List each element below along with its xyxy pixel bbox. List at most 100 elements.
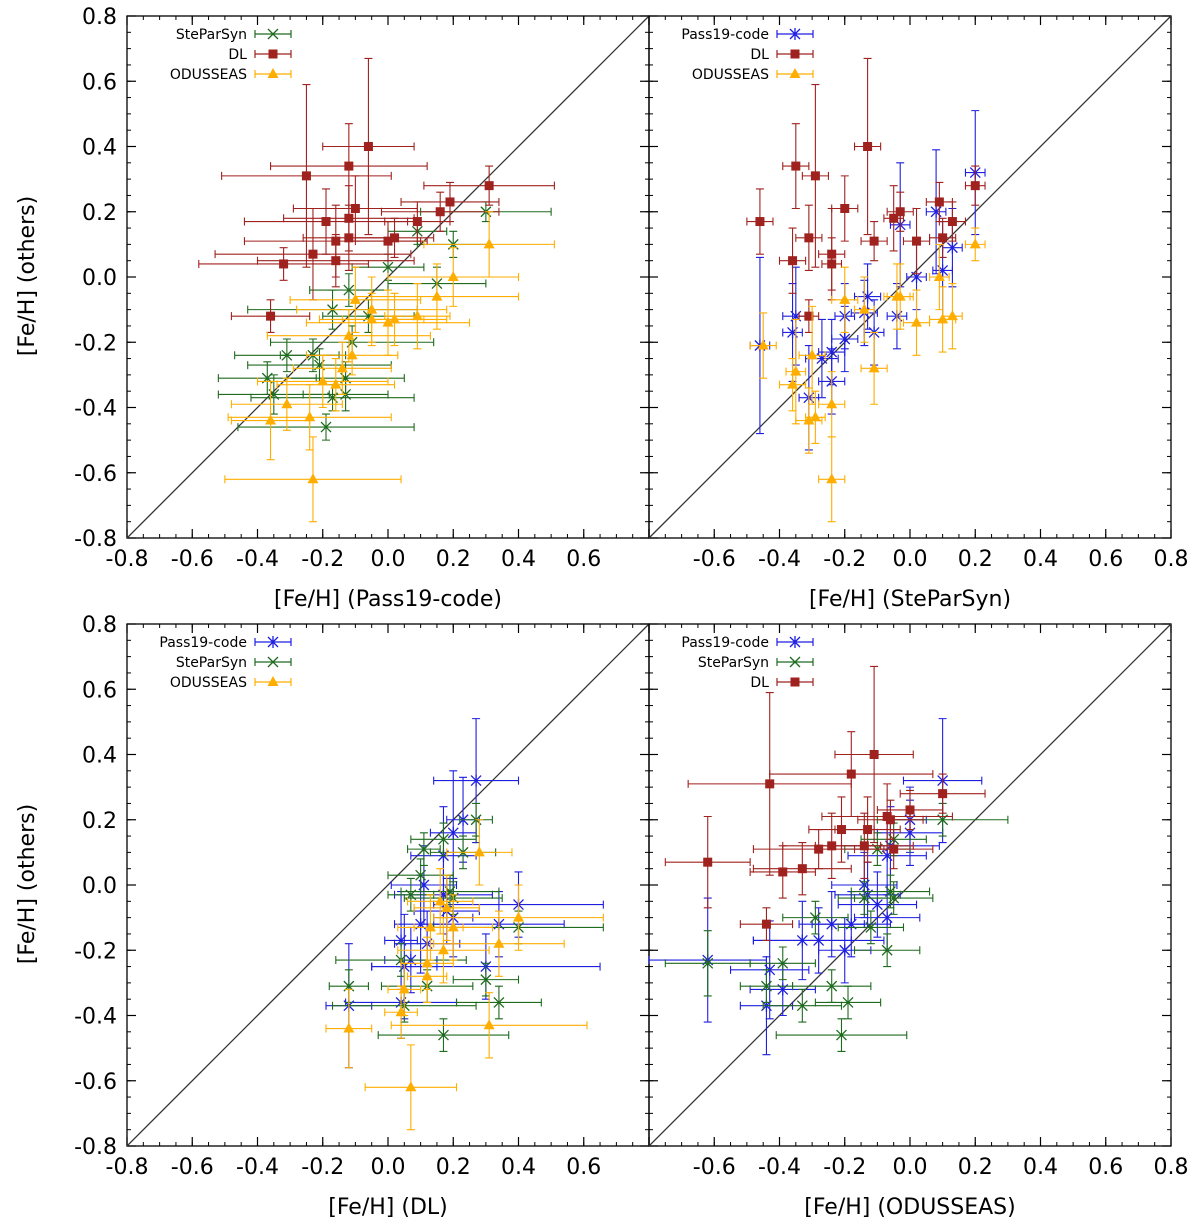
data-point	[330, 378, 342, 389]
data-point	[970, 181, 980, 191]
legend-marker	[790, 677, 800, 687]
data-point	[331, 256, 341, 266]
data-point	[797, 864, 807, 874]
y-axis-label-bottom: [Fe/H] (others)	[15, 804, 40, 964]
y-tick-label: -0.6	[74, 462, 117, 487]
legend-marker	[790, 49, 800, 59]
data-point	[279, 259, 289, 269]
data-point	[470, 774, 482, 787]
x-tick-label: -0.2	[301, 547, 344, 572]
panel-top-left: -0.8 -0.6 -0.4 -0.2 0.0 0.2 0.4 0.6 -0.8 -0.6 -0.4…	[74, 5, 650, 572]
x-tick-label: -0.2	[823, 1155, 866, 1180]
x-tick-label: 0.4	[501, 547, 536, 572]
series-odusseas	[224, 211, 555, 523]
data-point	[859, 841, 869, 851]
data-point	[760, 980, 772, 992]
x-tick-label: -0.6	[171, 547, 214, 572]
legend: Pass19-code SteParSyn ODUSSEAS	[159, 635, 292, 691]
data-point	[804, 233, 814, 243]
data-point	[447, 826, 459, 839]
data-point	[836, 1029, 847, 1041]
data-point	[431, 290, 443, 301]
data-point	[778, 867, 788, 877]
x-tick-label: -0.2	[301, 1155, 344, 1180]
data-point	[839, 944, 851, 957]
x-tick-label: -0.4	[236, 1155, 279, 1180]
x-tick-label: -0.6	[693, 547, 736, 572]
legend-label: ODUSSEAS	[170, 67, 247, 83]
data-point	[871, 898, 883, 911]
data-point	[809, 411, 821, 422]
data-point	[447, 271, 459, 281]
y-tick-label: -0.2	[74, 331, 117, 356]
data-point	[484, 181, 494, 191]
data-point	[382, 261, 394, 273]
legend-label: Pass19-code	[681, 635, 769, 651]
y-tick-label: 0.6	[82, 678, 117, 703]
y-tick-label: 0.4	[82, 136, 117, 161]
y-tick-label: -0.8	[74, 527, 117, 552]
series-pass19-code	[325, 718, 604, 1069]
data-point	[336, 362, 348, 373]
data-point	[412, 217, 422, 227]
legend-marker	[267, 656, 279, 668]
legend-label: Pass19-code	[159, 635, 247, 651]
data-point	[757, 339, 769, 350]
legend-marker	[789, 68, 801, 78]
data-point	[513, 911, 524, 922]
legend-marker	[789, 636, 801, 648]
data-point	[765, 779, 775, 789]
data-point	[791, 161, 801, 171]
data-point	[281, 398, 293, 409]
data-point	[480, 974, 492, 986]
data-point	[320, 421, 332, 433]
data-point	[885, 815, 895, 825]
data-point	[912, 236, 922, 246]
data-point	[343, 329, 355, 340]
x-tick-label: 0.2	[958, 547, 993, 572]
legend-label: DL	[750, 47, 769, 63]
y-tick-label: -0.8	[74, 1135, 117, 1160]
x-tick-label: 0.0	[893, 1155, 928, 1180]
series-dl	[664, 665, 986, 942]
data-point	[863, 142, 873, 151]
x-tick-label: 0.6	[566, 1155, 601, 1180]
legend-marker	[267, 28, 279, 40]
x-axis-label-bottom-left: [Fe/H] (DL)	[328, 1195, 447, 1220]
x-tick-label: 0.4	[1023, 1155, 1058, 1180]
data-point	[438, 833, 449, 845]
data-point	[934, 197, 944, 207]
data-point	[321, 217, 331, 227]
x-tick-label: 0.6	[1088, 1155, 1123, 1180]
legend-marker	[789, 656, 801, 668]
series-steparsyn	[664, 802, 1009, 1052]
y-tick-label: 0.4	[82, 744, 117, 769]
data-point	[755, 217, 765, 227]
x-tick-label: -0.6	[693, 1155, 736, 1180]
data-point	[969, 238, 981, 249]
legend: Pass19-code SteParSyn DL	[681, 635, 814, 691]
data-point	[889, 844, 899, 854]
data-point	[938, 789, 948, 799]
data-point	[826, 398, 838, 409]
data-point	[421, 957, 433, 968]
panel-bottom-right: -0.6 -0.4 -0.2 0.0 0.2 0.4 0.6 0.8 Pass19-code St…	[648, 623, 1189, 1180]
data-point	[350, 203, 360, 213]
y-tick-label: -0.6	[74, 1070, 117, 1095]
data-point	[441, 901, 453, 912]
data-point	[266, 311, 276, 321]
y-tick-label: 0.8	[82, 613, 117, 638]
data-point	[418, 843, 430, 855]
y-tick-label: 0.0	[82, 874, 117, 899]
x-axis-label-top-left: [Fe/H] (Pass19-code)	[274, 587, 502, 612]
x-axis-label-top-right: [Fe/H] (SteParSyn)	[809, 587, 1011, 612]
x-tick-label: 0.2	[436, 547, 471, 572]
x-tick-label: 0.2	[958, 1155, 993, 1180]
data-point	[814, 844, 824, 854]
data-point	[366, 313, 378, 324]
data-point	[839, 293, 851, 304]
data-point	[911, 316, 923, 327]
data-point	[842, 996, 854, 1008]
data-point	[946, 241, 958, 254]
